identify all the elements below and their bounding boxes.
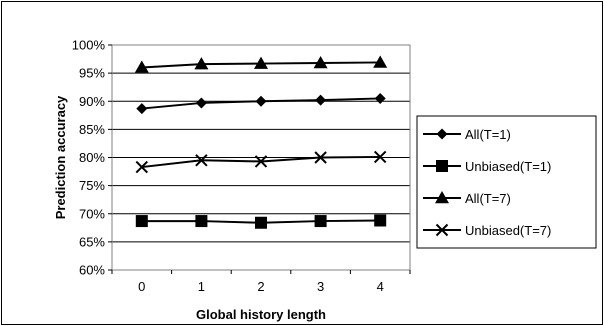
x-tick-label: 2: [257, 279, 264, 294]
x-tick-label: 1: [198, 279, 205, 294]
data-point-triangle: [194, 57, 209, 70]
data-point-square: [195, 215, 208, 228]
data-point-square: [135, 215, 148, 228]
legend-marker-square: [436, 160, 448, 172]
legend: All(T=1) Unbiased(T=1) All(T=7) Unbiased(T=…: [416, 115, 597, 249]
y-tick-label: 60%: [79, 263, 105, 278]
data-point-triangle: [313, 56, 328, 69]
y-tick-label: 65%: [79, 234, 105, 249]
data-point-triangle: [373, 55, 388, 68]
legend-label: All(T=1): [465, 127, 511, 142]
x-axis-title: Global history length: [196, 307, 326, 322]
data-point-square: [314, 215, 327, 228]
legend-marker-triangle: [435, 191, 449, 204]
data-point-diamond: [315, 94, 327, 106]
y-tick-label: 95%: [79, 66, 105, 81]
data-point-x: [195, 154, 208, 167]
axis-ticks: 60% 65% 70% 75% 80% 85% 90% 95% 100% 0 1 2 3 4: [72, 38, 411, 294]
y-tick-label: 85%: [79, 122, 105, 137]
series-3: [134, 55, 388, 73]
y-tick-label: 80%: [79, 150, 105, 165]
legend-marker-x: [435, 223, 449, 237]
data-point-triangle: [254, 56, 268, 69]
data-point-diamond: [374, 92, 386, 104]
legend-item: All(T=1): [423, 127, 511, 142]
data-point-x: [254, 155, 268, 168]
legend-item: All(T=7): [423, 191, 511, 206]
legend-item: Unbiased(T=1): [423, 159, 551, 174]
data-point-triangle: [134, 60, 149, 73]
y-tick-label: 90%: [79, 94, 105, 109]
data-point-x: [314, 151, 327, 164]
x-tick-label: 3: [317, 279, 324, 294]
x-tick-label: 0: [138, 279, 145, 294]
legend-label: Unbiased(T=7): [465, 223, 551, 238]
data-point-diamond: [255, 95, 267, 107]
legend-label: All(T=7): [465, 191, 511, 206]
x-tick-label: 4: [377, 279, 384, 294]
data-point-x: [373, 150, 387, 164]
data-point-square: [255, 216, 267, 229]
data-point-square: [374, 214, 387, 227]
y-axis-title: Prediction accuracy: [53, 95, 68, 219]
y-tick-label: 75%: [79, 178, 105, 193]
data-point-diamond: [136, 103, 148, 115]
series-4: [135, 150, 387, 174]
series-2: [135, 214, 387, 229]
data-point-x: [135, 160, 149, 174]
legend-item: Unbiased(T=7): [423, 223, 551, 238]
data-point-diamond: [195, 97, 207, 109]
legend-marker-diamond: [436, 128, 448, 140]
legend-label: Unbiased(T=1): [465, 159, 551, 174]
y-tick-label: 100%: [72, 38, 106, 53]
series-layer: [134, 55, 388, 229]
series-1: [136, 92, 386, 115]
y-tick-label: 70%: [79, 206, 105, 221]
